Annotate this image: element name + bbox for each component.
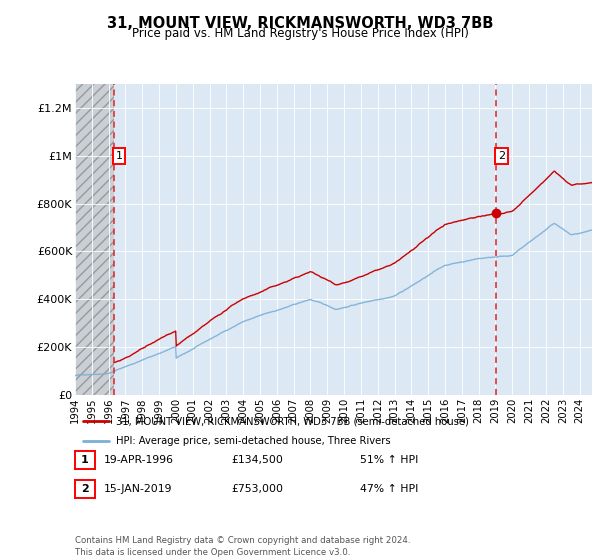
Bar — [75, 84, 113, 395]
Bar — [75, 84, 113, 395]
Text: Contains HM Land Registry data © Crown copyright and database right 2024.
This d: Contains HM Land Registry data © Crown c… — [75, 536, 410, 557]
Text: HPI: Average price, semi-detached house, Three Rivers: HPI: Average price, semi-detached house,… — [116, 436, 391, 446]
Text: £753,000: £753,000 — [231, 484, 283, 494]
Text: 31, MOUNT VIEW, RICKMANSWORTH, WD3 7BB (semi-detached house): 31, MOUNT VIEW, RICKMANSWORTH, WD3 7BB (… — [116, 417, 469, 426]
Text: £134,500: £134,500 — [231, 455, 283, 465]
Text: 1: 1 — [116, 151, 123, 161]
Text: 15-JAN-2019: 15-JAN-2019 — [104, 484, 172, 494]
Text: 2: 2 — [81, 484, 89, 494]
Text: 47% ↑ HPI: 47% ↑ HPI — [360, 484, 418, 494]
Text: 31, MOUNT VIEW, RICKMANSWORTH, WD3 7BB: 31, MOUNT VIEW, RICKMANSWORTH, WD3 7BB — [107, 16, 493, 31]
Text: 1: 1 — [81, 455, 89, 465]
Text: 19-APR-1996: 19-APR-1996 — [104, 455, 174, 465]
Text: 2: 2 — [498, 151, 505, 161]
Text: Price paid vs. HM Land Registry's House Price Index (HPI): Price paid vs. HM Land Registry's House … — [131, 27, 469, 40]
Text: 51% ↑ HPI: 51% ↑ HPI — [360, 455, 418, 465]
